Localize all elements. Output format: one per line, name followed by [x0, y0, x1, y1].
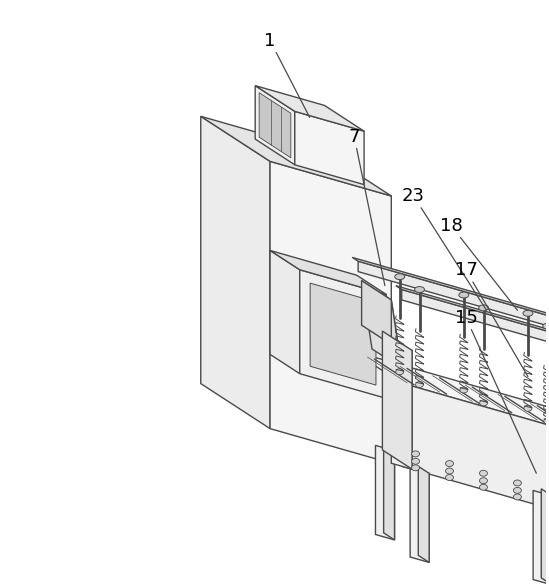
Ellipse shape: [479, 484, 488, 490]
Polygon shape: [362, 281, 402, 368]
Polygon shape: [410, 468, 429, 562]
Polygon shape: [402, 289, 549, 356]
Ellipse shape: [480, 400, 488, 406]
Polygon shape: [259, 93, 291, 158]
Polygon shape: [383, 331, 412, 469]
Ellipse shape: [446, 461, 453, 467]
Ellipse shape: [524, 406, 532, 411]
Ellipse shape: [479, 305, 489, 311]
Polygon shape: [352, 257, 549, 318]
Ellipse shape: [513, 487, 522, 493]
Ellipse shape: [547, 497, 549, 503]
Ellipse shape: [479, 478, 488, 484]
Polygon shape: [295, 112, 364, 185]
Polygon shape: [396, 286, 549, 346]
Polygon shape: [255, 86, 295, 165]
Text: 1: 1: [265, 32, 310, 117]
Text: 17: 17: [455, 261, 528, 376]
Polygon shape: [391, 345, 412, 469]
Polygon shape: [402, 383, 549, 522]
Ellipse shape: [412, 451, 419, 457]
Polygon shape: [270, 251, 386, 295]
Ellipse shape: [479, 470, 488, 476]
Ellipse shape: [547, 490, 549, 495]
Ellipse shape: [446, 474, 453, 481]
Polygon shape: [533, 490, 549, 585]
Polygon shape: [541, 489, 549, 585]
Ellipse shape: [446, 468, 453, 474]
Ellipse shape: [459, 292, 469, 298]
Text: 15: 15: [455, 309, 536, 473]
Polygon shape: [201, 116, 270, 429]
Ellipse shape: [544, 418, 549, 424]
Ellipse shape: [513, 480, 522, 486]
Polygon shape: [255, 86, 364, 131]
Polygon shape: [310, 283, 376, 385]
Text: 18: 18: [440, 217, 518, 311]
Ellipse shape: [460, 387, 468, 393]
Polygon shape: [270, 161, 391, 463]
Ellipse shape: [513, 494, 522, 500]
Polygon shape: [391, 300, 402, 383]
Ellipse shape: [547, 504, 549, 510]
Ellipse shape: [395, 274, 405, 279]
Ellipse shape: [543, 323, 549, 329]
Ellipse shape: [416, 382, 423, 387]
Ellipse shape: [412, 458, 419, 464]
Text: 7: 7: [349, 127, 385, 286]
Polygon shape: [376, 446, 395, 540]
Ellipse shape: [412, 465, 419, 471]
Ellipse shape: [414, 286, 424, 292]
Polygon shape: [362, 281, 391, 345]
Polygon shape: [201, 116, 391, 196]
Polygon shape: [384, 444, 395, 540]
Polygon shape: [352, 351, 549, 440]
Polygon shape: [418, 466, 429, 562]
Polygon shape: [358, 261, 549, 328]
Polygon shape: [270, 251, 300, 374]
Polygon shape: [300, 270, 386, 399]
Text: 23: 23: [402, 187, 486, 310]
Ellipse shape: [396, 369, 404, 375]
Ellipse shape: [523, 311, 533, 316]
